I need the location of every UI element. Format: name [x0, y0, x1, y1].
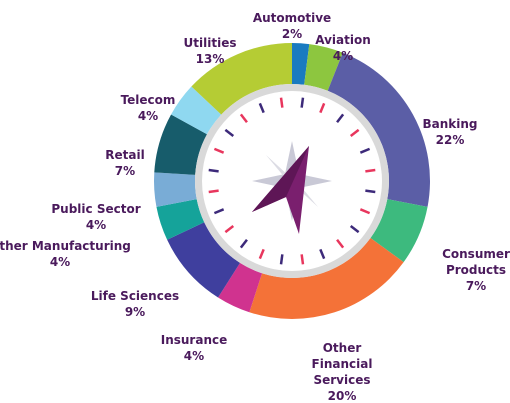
compass-tick	[213, 208, 225, 215]
donut-segment	[218, 262, 263, 313]
compass-tick	[300, 97, 305, 108]
donut-segment	[249, 238, 404, 319]
compass-tick	[279, 97, 284, 108]
donut-segment	[171, 86, 222, 135]
value-label: 4%	[85, 218, 107, 232]
donut-segment	[191, 43, 292, 115]
segment-label: Utilities 13%	[184, 35, 237, 67]
segment-label: Banking 22%	[422, 116, 477, 148]
compass-tick	[239, 113, 248, 124]
value-label: 4%	[49, 255, 71, 269]
value-label: 7%	[465, 279, 487, 293]
category-name: Public Sector	[51, 202, 141, 216]
donut-segment	[292, 43, 310, 85]
compass-tick	[208, 189, 219, 194]
category-name: Retail	[105, 148, 145, 162]
category-name: Consumer Products	[442, 247, 510, 277]
compass-tick	[239, 238, 248, 249]
donut-segment	[167, 222, 241, 298]
compass-tick	[208, 168, 219, 173]
compass-tick	[319, 248, 326, 260]
category-name: Life Sciences	[90, 289, 180, 303]
segment-label: Consumer Products 7%	[441, 246, 510, 294]
value-label: 7%	[114, 164, 136, 178]
category-name: Utilities	[183, 36, 237, 50]
value-label: 2%	[281, 27, 303, 41]
donut-segment	[156, 199, 205, 240]
segment-label: Automotive 2%	[253, 10, 331, 42]
compass-tick	[224, 128, 235, 137]
value-label: 13%	[195, 52, 225, 66]
value-label: 4%	[332, 49, 354, 63]
segment-label: Telecom 4%	[121, 92, 176, 124]
compass-tick	[300, 254, 305, 265]
compass-tick	[336, 113, 345, 124]
compass-tick	[365, 168, 376, 173]
value-label: 20%	[327, 389, 357, 403]
compass-tick	[349, 225, 360, 234]
segment-label: Other Financial Services 20%	[307, 340, 377, 403]
donut-segment	[327, 52, 430, 207]
category-name: Other Manufacturing	[0, 239, 131, 253]
segment-label: Retail 7%	[105, 147, 144, 179]
value-label: 4%	[183, 349, 205, 363]
compass-tick	[279, 254, 284, 265]
compass-tick	[336, 238, 345, 249]
value-label: 4%	[137, 109, 159, 123]
donut-segment	[370, 199, 428, 263]
segment-label: Life Sciences 9%	[91, 288, 179, 320]
segment-label: Public Sector 4%	[51, 201, 140, 233]
compass-tick	[349, 128, 360, 137]
value-label: 22%	[435, 133, 465, 147]
segment-label: Aviation 4%	[315, 32, 371, 64]
compass-tick	[213, 147, 225, 154]
donut-segment	[154, 114, 207, 175]
compass-needle-shade	[252, 146, 309, 212]
value-label: 9%	[124, 305, 146, 319]
segment-label: Other Manufacturing 4%	[0, 238, 131, 270]
category-name: Aviation	[315, 33, 371, 47]
category-name: Banking	[422, 117, 478, 131]
compass-tick	[224, 225, 235, 234]
category-name: Telecom	[120, 93, 176, 107]
category-name: Other Financial Services	[311, 341, 373, 387]
segment-label: Insurance 4%	[161, 332, 228, 364]
compass-tick	[258, 102, 265, 114]
donut-segment	[304, 44, 343, 91]
donut-segment	[153, 172, 197, 207]
compass-tick	[258, 248, 265, 260]
category-name: Insurance	[160, 333, 228, 347]
compass-tick	[359, 147, 371, 154]
category-name: Automotive	[252, 11, 332, 25]
compass-tick	[359, 208, 371, 215]
compass-tick	[365, 189, 376, 194]
compass-tick	[319, 102, 326, 114]
